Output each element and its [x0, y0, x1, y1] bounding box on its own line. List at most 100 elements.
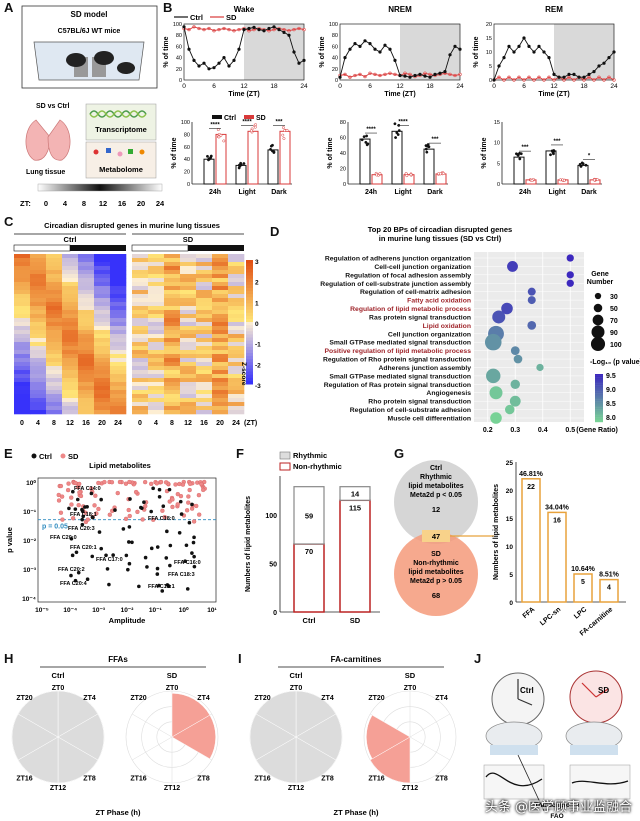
color-legend-cell [595, 391, 603, 394]
heatmap-cell [212, 342, 229, 347]
bubble-x-label: (Gene Ratio) [576, 427, 618, 434]
heatmap-cell [14, 282, 31, 287]
panel-letter-b: B [163, 0, 173, 15]
sd-venn-circle [394, 532, 478, 616]
legend-ctrl-label: Ctrl [39, 452, 52, 461]
size-legend-label: 70 [610, 318, 618, 325]
heatmap-cell [46, 270, 63, 275]
color-legend-cell [595, 401, 603, 403]
heatmap-cell [110, 298, 127, 303]
ctrl-point [70, 553, 75, 558]
heatmap-cell [62, 298, 79, 303]
colorscale-cell [246, 353, 253, 357]
colorscale-cell [246, 322, 253, 326]
heatmap-cell [148, 294, 165, 299]
heatmap-cell [196, 406, 213, 411]
legend-rhythmic-swatch [279, 451, 291, 460]
heatmap-cell [30, 330, 47, 335]
bubble-point [492, 310, 506, 324]
legend-ctrl-label: Ctrl [224, 115, 236, 122]
bar-category-label: 24h [519, 189, 531, 196]
ctrl-point [157, 494, 162, 499]
color-legend-cell [595, 409, 603, 411]
heatmap-cell [94, 382, 111, 387]
heatmap-cell [62, 350, 79, 355]
zt-tick-label: 4 [63, 199, 68, 208]
rose-petal [158, 730, 172, 744]
y-axis-label: % of time [163, 36, 170, 67]
heatmap-cell [94, 410, 111, 415]
bubble-point [566, 271, 574, 279]
color-legend-cell [595, 383, 603, 386]
venn-bottom-count: 68 [432, 591, 440, 600]
legend-sd-dot [60, 453, 66, 459]
heatmap-cell [78, 262, 95, 267]
heatmap-cell [228, 310, 245, 315]
term-label: Adherens junction assembly [378, 365, 471, 372]
y-axis-label: % of time [473, 36, 480, 67]
heatmap-cell [94, 298, 111, 303]
heatmap-cell [180, 302, 197, 307]
color-legend-cell [595, 393, 603, 395]
heatmap-cell [180, 390, 197, 395]
color-legend-cell [595, 396, 603, 399]
rose-spoke [132, 736, 173, 761]
heatmap-cell [110, 398, 127, 403]
heatmap-cell [196, 350, 213, 355]
heatmap-cell [148, 390, 165, 395]
sd-point [140, 517, 145, 522]
heatmap-cell [228, 282, 245, 287]
heatmap-cell [148, 402, 165, 407]
colorscale-cell [246, 374, 253, 379]
replicate-point [395, 131, 399, 135]
heatmap-cell [132, 274, 149, 279]
heatmap-x-tick: 4 [36, 420, 40, 427]
heatmap-cell [164, 262, 181, 267]
heatmap-cell [196, 386, 213, 391]
venn-top-label: lipid metabolites [408, 483, 463, 490]
heatmap-cell [62, 394, 79, 399]
heatmap-cell [228, 338, 245, 343]
heatmap-cell [196, 394, 213, 399]
heatmap-cell [148, 254, 165, 259]
heatmap-cell [180, 334, 197, 339]
replicate-point [249, 129, 253, 133]
heatmap-cell [212, 346, 229, 351]
heatmap-cell [14, 410, 31, 415]
bar-category-label: Dark [581, 189, 597, 196]
heatmap-cell [148, 382, 165, 387]
heatmap-cell [228, 398, 245, 403]
heatmap-cell [30, 386, 47, 391]
heatmap-cell [180, 290, 197, 295]
y-tick-label: 10⁻¹ [23, 509, 36, 516]
colorscale-cell [246, 309, 253, 314]
rose-petal [160, 737, 172, 751]
heatmap-cell [62, 266, 79, 271]
heatmap-cell [62, 306, 79, 311]
bar-percent: 46.81% [519, 471, 544, 478]
heatmap-cell [164, 302, 181, 307]
colorscale-cell [246, 291, 253, 295]
heatmap-x-tick: 16 [82, 420, 90, 427]
y-tick-label: 40 [332, 56, 338, 62]
replicate-point [272, 150, 276, 154]
rose-petal [249, 713, 297, 761]
sd-point [160, 508, 165, 513]
zt-label: ZT: [20, 199, 31, 208]
y-tick-label: 5 [497, 161, 500, 167]
ctrl-point [99, 497, 103, 502]
size-legend-dot [590, 336, 606, 352]
heatmap-cell [62, 410, 79, 415]
replicate-point [425, 150, 429, 154]
heatmap-cell [212, 314, 229, 319]
heatmap-cell [46, 254, 63, 259]
heatmap-cell [46, 290, 63, 295]
heatmap-cell [228, 290, 245, 295]
heatmap-cell [62, 318, 79, 323]
x-tick-label: 10¹ [207, 607, 216, 614]
sd-point [175, 491, 180, 497]
heatmap-cell [62, 334, 79, 339]
x-tick-label: 12 [396, 83, 404, 90]
heatmap-cell [14, 302, 31, 307]
rose-petal [410, 723, 422, 737]
